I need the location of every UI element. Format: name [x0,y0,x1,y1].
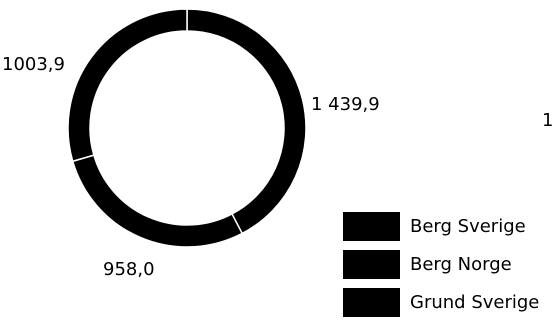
legend: Berg Sverige Berg Norge Grund Sverige [343,212,553,326]
slice-labels-group: 1 439,9 958,0 1003,9 [2,54,380,280]
slice-berg-sverige [186,8,307,235]
slice-value-label-grund-sverige: 1003,9 [2,54,65,75]
legend-item-berg-sverige: Berg Sverige [343,212,553,241]
slice-berg-norge [71,154,244,248]
legend-swatch [343,288,400,317]
legend-label: Berg Sverige [410,216,526,237]
legend-label: Berg Norge [410,254,512,275]
legend-item-grund-sverige: Grund Sverige [343,288,553,317]
slice-value-label-berg-norge: 958,0 [103,259,155,280]
legend-swatch [343,212,400,241]
legend-label: Grund Sverige [410,292,540,313]
cropped-text-fragment: 1 [542,110,553,131]
slice-value-label-berg-sverige: 1 439,9 [311,94,380,115]
slices-group [67,8,307,248]
legend-item-berg-norge: Berg Norge [343,250,553,279]
slice-grund-sverige [67,8,188,163]
legend-swatch [343,250,400,279]
